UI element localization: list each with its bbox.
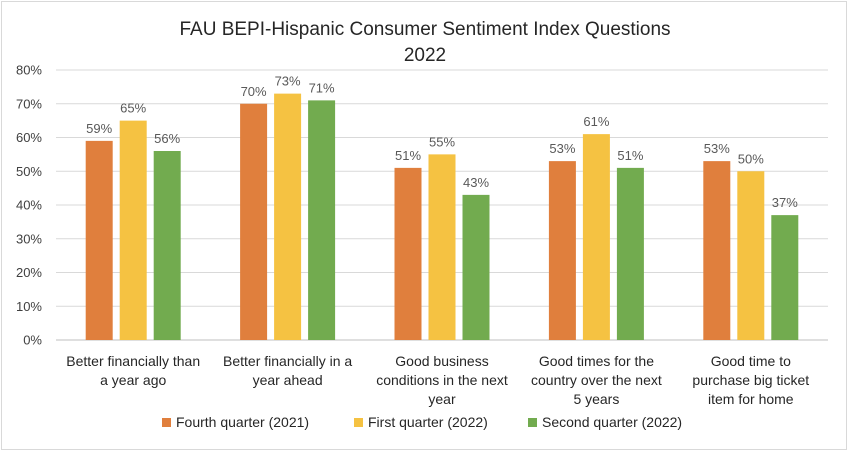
x-category-label: Better financially in a: [223, 353, 352, 369]
bar: [548, 161, 576, 340]
y-tick-label: 60%: [16, 130, 42, 145]
x-category-label: country over the next: [531, 372, 662, 388]
y-axis-ticks: 0% 10% 20% 30% 40% 50% 60% 70% 80%: [16, 63, 42, 348]
x-category-label: Good business: [395, 353, 488, 369]
bar: [119, 120, 147, 340]
legend-label: Second quarter (2022): [542, 414, 682, 430]
chart-subtitle: 2022: [404, 45, 446, 66]
y-tick-label: 20%: [16, 265, 42, 280]
data-label: 50%: [738, 151, 764, 166]
y-tick-label: 70%: [16, 96, 42, 111]
data-label: 55%: [429, 134, 455, 149]
y-tick-label: 10%: [16, 299, 42, 314]
bar: [616, 167, 644, 340]
bar: [153, 151, 181, 340]
data-label: 73%: [275, 74, 301, 89]
y-tick-label: 40%: [16, 198, 42, 213]
y-tick-label: 30%: [16, 231, 42, 246]
bars: [85, 93, 799, 340]
bar: [428, 154, 456, 340]
x-axis-categories: Better financially than a year ago Better …: [66, 353, 809, 407]
data-label: 53%: [704, 141, 730, 156]
chart-title: FAU BEPI-Hispanic Consumer Sentiment Ind…: [179, 19, 670, 40]
data-label: 37%: [772, 195, 798, 210]
bar: [462, 194, 490, 340]
x-category-label: year ahead: [253, 372, 323, 388]
data-label: 51%: [395, 148, 421, 163]
legend-swatch: [528, 418, 537, 427]
bar: [771, 215, 799, 340]
bar: [308, 100, 336, 340]
data-label: 59%: [86, 121, 112, 136]
data-label: 65%: [120, 101, 146, 116]
data-label: 71%: [309, 80, 335, 95]
legend-label: First quarter (2022): [368, 414, 488, 430]
legend-swatch: [354, 418, 363, 427]
bar: [85, 140, 113, 340]
x-category-label: 5 years: [573, 391, 619, 407]
y-tick-label: 80%: [16, 63, 42, 78]
data-label: 56%: [154, 131, 180, 146]
y-tick-label: 0%: [23, 333, 42, 348]
data-label: 43%: [463, 175, 489, 190]
y-tick-label: 50%: [16, 164, 42, 179]
x-category-label: conditions in the next: [376, 372, 508, 388]
legend: Fourth quarter (2021) First quarter (2022…: [162, 414, 682, 430]
x-category-label: Good times for the: [539, 353, 654, 369]
x-category-label: Good time to: [711, 353, 791, 369]
x-category-label: a year ago: [100, 372, 166, 388]
bar: [582, 134, 610, 340]
data-label: 61%: [583, 114, 609, 129]
bar: [394, 167, 422, 340]
data-label: 51%: [617, 148, 643, 163]
data-label: 70%: [241, 84, 267, 99]
bar: [737, 171, 765, 340]
data-labels: 59% 65% 56% 70% 73% 71% 51% 55% 43% 53% 61% 51% 53% 5…: [86, 74, 798, 211]
bar: [274, 93, 302, 340]
x-category-label: item for home: [708, 391, 794, 407]
bar: [703, 161, 731, 340]
legend-label: Fourth quarter (2021): [176, 414, 309, 430]
bar: [240, 103, 268, 340]
legend-swatch: [162, 418, 171, 427]
x-category-label: purchase big ticket: [692, 372, 809, 388]
x-category-label: Better financially than: [66, 353, 200, 369]
data-label: 53%: [549, 141, 575, 156]
x-category-label: year: [428, 391, 456, 407]
